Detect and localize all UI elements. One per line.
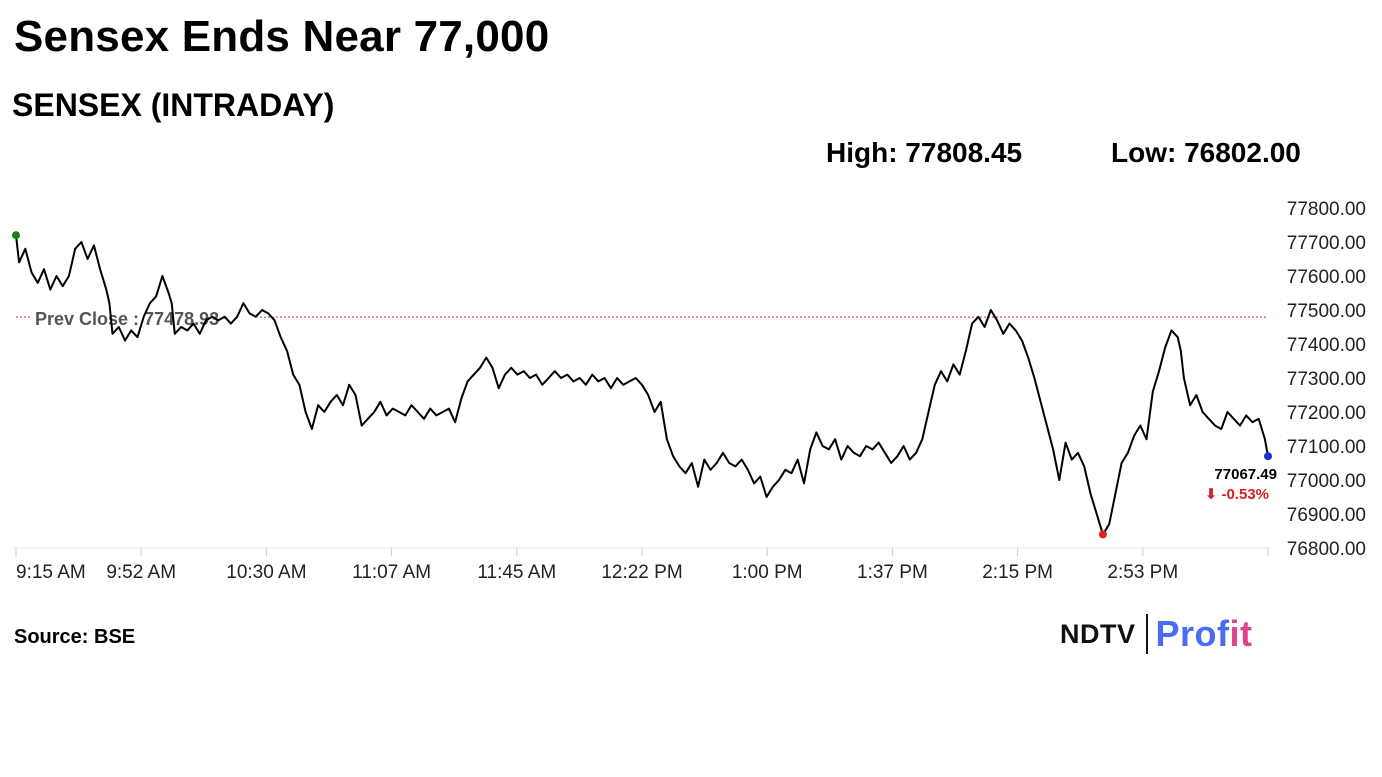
y-axis-ticks: 77800.00 77700.00 77600.00 77500.00 77400.00… [1287, 199, 1366, 560]
x-tick-label: 2:53 PM [1107, 562, 1178, 583]
profit-wordmark: Profit [1156, 613, 1253, 655]
x-tick-label: 10:30 AM [226, 562, 306, 583]
x-tick-label: 1:00 PM [732, 562, 803, 583]
x-tick-label: 11:45 AM [477, 562, 556, 583]
last-value-marker [1264, 452, 1272, 461]
last-value-label: 77067.49 [1214, 466, 1277, 483]
prev-close-label-bg [30, 306, 260, 329]
y-tick-label: 77300.00 [1287, 369, 1366, 390]
x-tick-label: 2:15 PM [982, 562, 1053, 583]
y-tick-label: 77500.00 [1287, 301, 1366, 322]
y-tick-label: 77400.00 [1287, 335, 1366, 356]
change-label: ⬇ -0.53% [1205, 486, 1269, 503]
high-stat: High: 77808.45 [826, 137, 1023, 168]
ndtv-wordmark: NDTV [1060, 618, 1136, 649]
x-tick-label: 12:22 PM [601, 562, 682, 583]
y-tick-label: 77800.00 [1287, 199, 1366, 220]
low-stat: Low: 76802.00 [1111, 137, 1301, 168]
y-tick-label: 77100.00 [1287, 437, 1366, 458]
x-tick-label: 9:52 AM [106, 562, 176, 583]
source-note: Source: BSE [14, 626, 136, 648]
y-tick-label: 76800.00 [1287, 539, 1366, 560]
logo-divider [1145, 614, 1148, 654]
y-tick-label: 77600.00 [1287, 267, 1366, 288]
ndtv-profit-logo: NDTV Profit [1060, 613, 1253, 655]
x-tick-label: 9:15 AM [16, 562, 86, 583]
profit-wordmark-part-a: Prof [1155, 613, 1230, 654]
y-tick-label: 77000.00 [1287, 471, 1366, 492]
series-line [15, 235, 1269, 536]
y-tick-label: 77700.00 [1287, 233, 1366, 254]
x-axis-ticks: 9:15 AM 9:52 AM 10:30 AM 11:07 AM 11:45 AM 12… [15, 548, 1269, 583]
x-tick-label: 1:37 PM [857, 562, 928, 583]
profit-wordmark-part-b: it [1229, 613, 1253, 654]
y-tick-label: 77200.00 [1287, 403, 1366, 424]
x-tick-label: 11:07 AM [352, 562, 431, 583]
y-tick-label: 76900.00 [1287, 505, 1366, 526]
open-marker [12, 231, 20, 240]
chart-subtitle: SENSEX (INTRADAY) [12, 87, 335, 123]
headline: Sensex Ends Near 77,000 [14, 12, 550, 61]
low-marker [1098, 530, 1107, 539]
